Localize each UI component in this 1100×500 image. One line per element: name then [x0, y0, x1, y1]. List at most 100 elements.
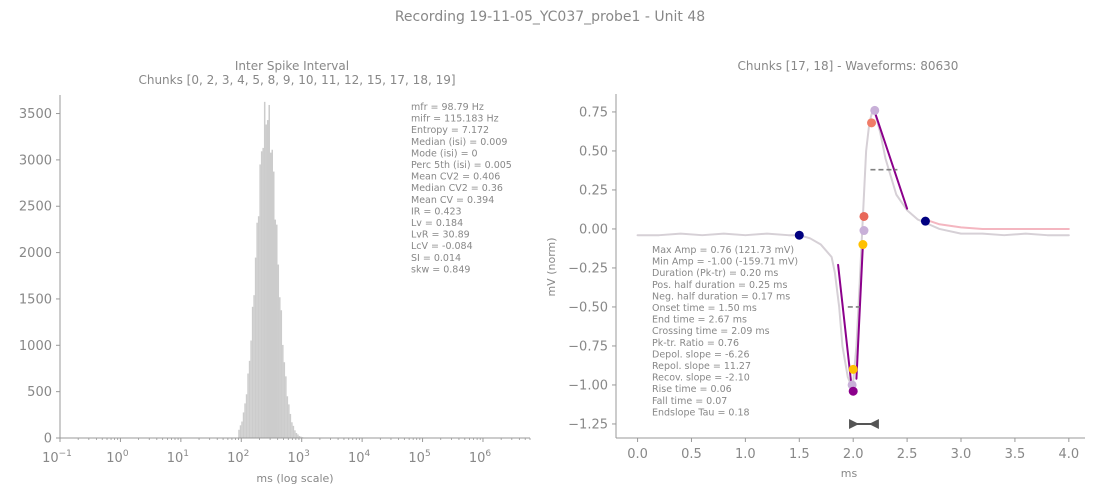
waveform-stat-line: End time = 2.67 ms [652, 315, 747, 326]
waveform-x-tick-label: 4.0 [1058, 447, 1079, 462]
waveform-point-peak [870, 105, 880, 115]
isi-bar [280, 310, 283, 438]
waveform-stat-line: Rise time = 0.06 [652, 384, 732, 395]
waveform-range-marker-right-arrow [868, 418, 879, 429]
waveform-series-recov-slope [873, 110, 909, 210]
waveform-y-tick-label: −0.50 [568, 300, 608, 315]
isi-stat-line: Entropy = 7.172 [411, 125, 489, 136]
isi-bar [297, 434, 299, 438]
isi-bar [282, 344, 284, 438]
waveform-point-onset [794, 230, 804, 240]
isi-bar [283, 362, 286, 438]
isi-stat-line: LvR = 30.89 [411, 230, 470, 241]
isi-bar [276, 224, 278, 438]
waveform-y-tick-label: −1.25 [568, 417, 608, 432]
isi-bar [257, 216, 260, 438]
isi-bar [286, 396, 289, 438]
waveform-stat-line: Onset time = 1.50 ms [652, 303, 757, 314]
isi-bar [248, 360, 251, 438]
isi-bar [295, 433, 298, 438]
isi-y-tick-label: 0 [44, 432, 52, 447]
waveform-stat-line: Max Amp = 0.76 (121.73 mV) [652, 245, 794, 256]
waveform-y-axis-label: mV (norm) [545, 237, 558, 296]
isi-stat-line: LcV = -0.084 [411, 241, 473, 252]
isi-bar [274, 219, 277, 438]
isi-x-tick-label: 103 [288, 449, 310, 466]
waveform-x-axis-label: ms [841, 467, 858, 480]
isi-bar [300, 436, 302, 438]
isi-stat-line: Mode (isi) = 0 [411, 148, 478, 159]
waveform-series-repol-slope [855, 243, 864, 380]
isi-bar [254, 257, 257, 438]
waveform-panel: Chunks [17, 18] - Waveforms: 80630 0.0 0.… [545, 59, 1085, 480]
isi-bars [238, 101, 316, 439]
isi-stat-line: Mean CV = 0.394 [411, 195, 494, 206]
isi-bar [266, 120, 269, 438]
waveform-series-waveform [636, 109, 1070, 386]
isi-bar [253, 295, 255, 438]
isi-bar [245, 394, 248, 438]
waveform-stat-line: Endslope Tau = 0.18 [652, 407, 750, 418]
isi-bar [239, 425, 242, 438]
waveform-y-tick-label: 0.75 [579, 105, 608, 120]
isi-x-tick-label: 100 [106, 449, 129, 466]
isi-y-tick-label: 2000 [19, 246, 52, 261]
waveform-stat-line: Pk-tr. Ratio = 0.76 [652, 338, 739, 349]
isi-bar [238, 429, 240, 438]
isi-bar [294, 430, 296, 438]
waveform-stat-line: Recov. slope = -2.10 [652, 373, 750, 384]
waveform-point-lav-mid [859, 226, 869, 236]
isi-bar [279, 297, 281, 438]
isi-bar [260, 151, 263, 438]
isi-y-tick-label: 3500 [19, 107, 52, 122]
waveform-y-tick-label: −1.00 [568, 378, 608, 393]
isi-y-tick-label: 3000 [19, 153, 52, 168]
isi-y-tick-label: 1000 [19, 339, 52, 354]
isi-bar [263, 101, 266, 439]
isi-title-line-2: Chunks [0, 2, 3, 4, 5, 8, 9, 10, 11, 12,… [138, 73, 455, 87]
isi-bar [277, 264, 280, 438]
figure-suptitle: Recording 19-11-05_YC037_probe1 - Unit 4… [395, 9, 705, 25]
isi-stat-line: Perc 5th (isi) = 0.005 [411, 160, 512, 171]
waveform-x-tick-label: 2.0 [843, 447, 864, 462]
waveform-stat-line: Fall time = 0.07 [652, 396, 727, 407]
waveform-x-tick-label: 0.0 [627, 447, 648, 462]
isi-bar [271, 149, 273, 438]
waveform-x-tick-label: 2.5 [897, 447, 918, 462]
isi-bar [247, 373, 249, 438]
waveform-x-tick-label: 1.5 [789, 447, 810, 462]
isi-x-tick-label: 106 [469, 449, 492, 466]
isi-stat-line: Mean CV2 = 0.406 [411, 172, 500, 183]
isi-bar [259, 164, 261, 438]
waveform-point-crossing [859, 211, 869, 221]
waveform-stat-line: Min Amp = -1.00 (-159.71 mV) [652, 257, 798, 268]
isi-bar [289, 413, 292, 438]
isi-bar [298, 435, 301, 438]
waveform-point-gold-low [848, 364, 858, 374]
isi-bar [291, 422, 293, 438]
waveform-plot [636, 105, 1070, 429]
waveform-stat-line: Crossing time = 2.09 ms [652, 326, 770, 337]
waveform-stat-line: Neg. half duration = 0.17 ms [652, 291, 790, 302]
isi-stat-line: mifr = 115.183 Hz [411, 114, 499, 125]
isi-bar [269, 152, 272, 438]
waveform-y-tick-label: 0.25 [579, 183, 608, 198]
isi-bar [262, 147, 264, 438]
waveform-stat-line: Repol. slope = 11.27 [652, 361, 751, 372]
isi-bar [256, 222, 258, 438]
isi-bar [244, 403, 246, 438]
isi-bar [285, 376, 287, 438]
waveform-point-pos-half [867, 118, 877, 128]
isi-stat-line: Median (isi) = 0.009 [411, 137, 507, 148]
isi-x-tick-label: 10−1 [42, 449, 72, 466]
isi-bar [273, 171, 275, 438]
isi-stat-line: IR = 0.423 [411, 206, 462, 217]
isi-bar [268, 104, 270, 438]
isi-title-line-1: Inter Spike Interval [235, 59, 349, 73]
waveform-stat-line: Duration (Pk-tr) = 0.20 ms [652, 268, 778, 279]
waveform-x-tick-label: 0.5 [681, 447, 702, 462]
isi-stat-line: Lv = 0.184 [411, 218, 463, 229]
